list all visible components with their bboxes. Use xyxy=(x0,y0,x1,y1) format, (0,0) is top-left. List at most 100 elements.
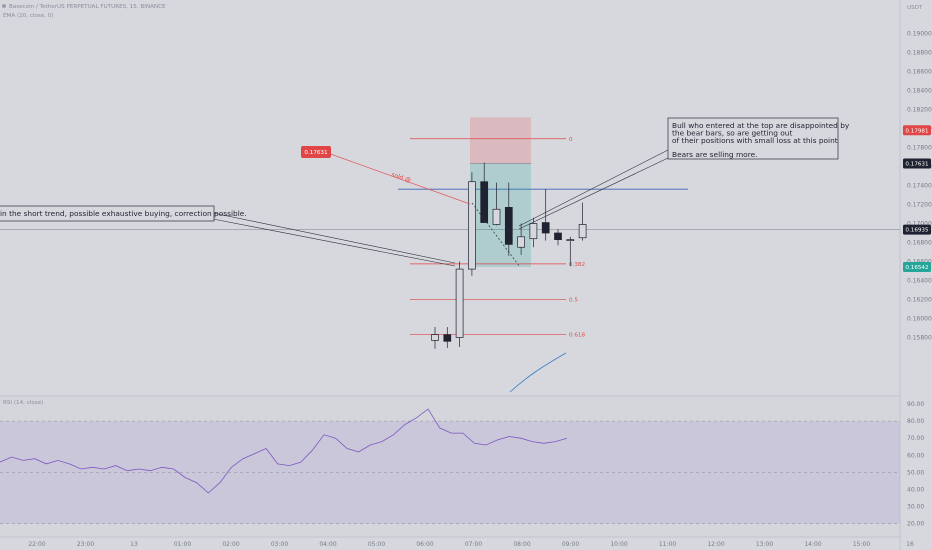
right-callout-text: Bull who entered at the top are disappoi… xyxy=(672,121,852,159)
time-tick-label: 03:00 xyxy=(271,541,288,548)
price-axis-tags: 0.17981 0.17631 0.16935 0.16542 xyxy=(903,125,931,273)
rsi-line xyxy=(0,408,568,494)
time-tick-label: 10:00 xyxy=(610,541,627,548)
candle-body xyxy=(443,334,452,342)
time-tick-label: 07:00 xyxy=(465,541,482,548)
time-axis-ticks: 22:00 23:00 13 01:00 02:00 03:00 04:00 05:00 06:… xyxy=(28,541,914,548)
left-callout-pointer-a xyxy=(212,212,456,264)
rsi-tick-label: 70.00 xyxy=(907,435,924,442)
candle-body xyxy=(492,208,501,225)
price-tag-last[interactable] xyxy=(903,224,931,235)
price-axis-ticks: 0.190000.188000.186000.184000.182000.180… xyxy=(907,31,932,342)
price-tick-label: 0.17800 xyxy=(907,145,932,152)
candle-body xyxy=(517,236,525,248)
target-zone[interactable] xyxy=(470,163,531,268)
candle-body xyxy=(554,232,562,241)
price-pane[interactable] xyxy=(0,0,900,395)
price-tag-text: 0.17981 xyxy=(905,128,929,134)
rsi-tick-label: 80.00 xyxy=(907,418,924,425)
price-tick-label: 0.16800 xyxy=(907,240,932,247)
right-callout-box[interactable] xyxy=(667,117,839,160)
time-tick-label: 16 xyxy=(906,541,914,548)
rsi-tick-label: 20.00 xyxy=(907,521,924,528)
candle-body xyxy=(504,207,513,245)
price-tick-label: 0.16000 xyxy=(907,316,932,323)
price-tick-label: 0.17200 xyxy=(907,202,932,209)
time-tick-label: 22:00 xyxy=(28,541,45,548)
time-tick-label: 08:00 xyxy=(513,541,530,548)
candle-body xyxy=(529,223,538,240)
ema-line: EMA (20, close, 0) xyxy=(3,13,54,19)
symbol-line: Basecoin / TetherUS PERPETUAL FUTURES, 1… xyxy=(9,4,166,10)
symbol-icon xyxy=(2,4,6,8)
time-tick-label: 13:00 xyxy=(756,541,773,548)
trade-path-dashed[interactable] xyxy=(471,202,521,268)
price-tick-label: 0.17400 xyxy=(907,183,932,190)
price-tag-top[interactable] xyxy=(903,125,931,136)
short-position-tool[interactable] xyxy=(470,117,531,268)
candle-body xyxy=(566,239,575,241)
candle-body xyxy=(578,224,587,239)
left-callout-box[interactable] xyxy=(0,205,215,222)
time-tick-label: 15:00 xyxy=(853,541,870,548)
rsi-tick-label: 60.00 xyxy=(907,452,924,459)
rsi-band xyxy=(0,420,900,524)
candle-body xyxy=(431,334,439,341)
price-tag-text: 0.16542 xyxy=(905,265,928,271)
price-tag-sold[interactable] xyxy=(903,158,931,169)
price-tick-label: 0.16400 xyxy=(907,278,932,285)
sold-marker-line[interactable] xyxy=(324,151,471,205)
fib-level-label: 0 xyxy=(569,137,573,143)
price-tick-label: 0.17000 xyxy=(907,221,932,228)
rsi-axis-ticks: 90.00 80.00 70.00 60.00 50.00 40.00 30.00 20.00 xyxy=(907,401,924,528)
fib-level-label: 0.5 xyxy=(569,298,578,304)
candle-body xyxy=(480,181,489,223)
time-tick-label: 23:00 xyxy=(77,541,94,548)
right-callout-pointer-a xyxy=(518,149,669,227)
time-tick-label: 12:00 xyxy=(707,541,724,548)
fib-level-label: 0.382 xyxy=(569,262,585,268)
left-price-tag[interactable] xyxy=(301,146,331,158)
price-tick-label: 0.18400 xyxy=(907,88,932,95)
price-tick-label: 0.15800 xyxy=(907,335,932,342)
time-tick-label: 02:00 xyxy=(222,541,239,548)
candle-body xyxy=(468,181,476,270)
rsi-tick-label: 90.00 xyxy=(907,401,924,408)
price-tag-text: 0.16935 xyxy=(905,228,929,234)
rsi-pane[interactable] xyxy=(0,397,900,537)
left-callout-text: in the short trend, possible exhaustive … xyxy=(0,209,247,218)
time-tick-label: 13 xyxy=(130,541,138,548)
candle-body xyxy=(455,268,464,338)
time-tick-label: 06:00 xyxy=(416,541,433,548)
rsi-tick-label: 30.00 xyxy=(907,504,924,511)
stop-zone[interactable] xyxy=(470,117,531,164)
price-tick-label: 0.18600 xyxy=(907,69,932,76)
price-tag-low[interactable] xyxy=(903,262,931,273)
left-callout-pointer-b xyxy=(212,218,456,267)
fibonacci-retracement[interactable]: 0 0.382 0.5 0.618 xyxy=(410,137,585,339)
price-tick-label: 0.18800 xyxy=(907,50,932,57)
time-tick-label: 01:00 xyxy=(174,541,191,548)
horizontal-lines xyxy=(0,188,900,230)
price-tick-label: 0.16200 xyxy=(907,297,932,304)
right-callout-pointer-b xyxy=(518,157,669,230)
time-tick-label: 04:00 xyxy=(319,541,336,548)
price-tick-label: 0.16600 xyxy=(907,259,932,266)
candle-body xyxy=(541,222,550,234)
time-tick-label: 14:00 xyxy=(804,541,821,548)
candlestick-series xyxy=(431,162,587,349)
left-price-tag-text: 0.17631 xyxy=(304,150,328,156)
time-tick-label: 11:00 xyxy=(659,541,676,548)
time-tick-label: 09:00 xyxy=(562,541,579,548)
rsi-tick-label: 50.00 xyxy=(907,469,924,476)
projection-curve[interactable] xyxy=(509,352,567,393)
price-tick-label: 0.18200 xyxy=(907,107,932,114)
fib-level-label: 0.618 xyxy=(569,332,585,338)
rsi-tick-label: 40.00 xyxy=(907,487,924,494)
price-tick-label: 0.19000 xyxy=(907,31,932,38)
currency-label: USDT xyxy=(907,5,923,11)
price-tag-text: 0.17631 xyxy=(905,162,929,168)
rsi-label: RSI (14, close) xyxy=(3,400,43,406)
